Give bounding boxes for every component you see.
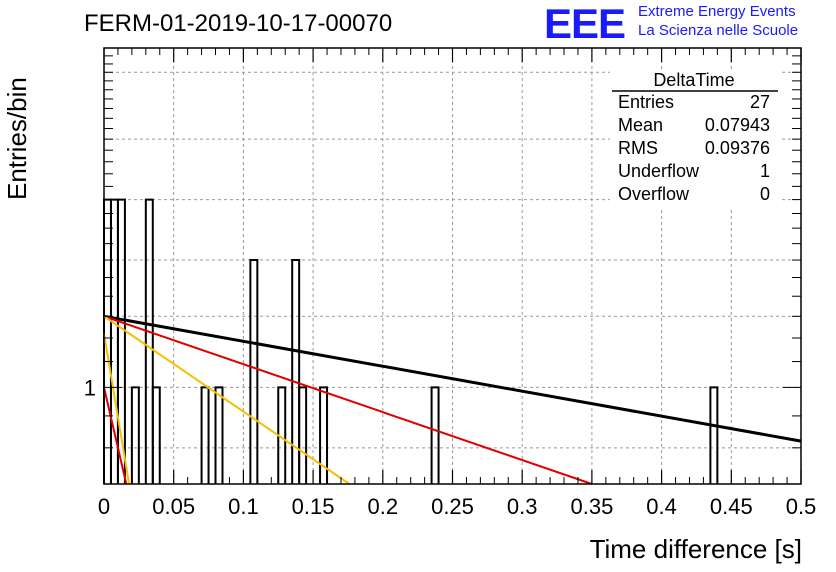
stats-key: Underflow [618, 161, 700, 181]
histogram-bin [249, 259, 259, 484]
fit-line [103, 333, 131, 485]
chart-title: FERM-01-2019-10-17-00070 [84, 10, 393, 37]
histogram-bin [298, 386, 308, 484]
histogram-bin [116, 198, 126, 484]
x-tick-label: 0.5 [786, 494, 817, 519]
x-tick-label: 0.25 [431, 494, 474, 519]
histogram-bin [151, 386, 161, 484]
stats-key: RMS [618, 138, 658, 158]
logo-caption-line2: La Scienza nelle Scuole [638, 22, 799, 39]
axis-ticks [103, 47, 802, 485]
histogram-bin [709, 386, 719, 484]
stats-value: 0 [759, 184, 770, 204]
fit-line [103, 314, 802, 443]
tick-labels: 0 0.05 0.1 0.15 0.2 0.25 0.3 0.35 0.4 0.45 0.5 1 [84, 375, 817, 519]
stats-title: DeltaTime [653, 70, 735, 90]
x-tick-label: 0.05 [152, 494, 195, 519]
histogram-bin [144, 198, 154, 484]
fit-line [103, 387, 128, 485]
histogram-bin [130, 386, 140, 484]
stats-row-entries: Entries 27 [618, 92, 770, 114]
histogram-bin [214, 386, 224, 484]
logo-caption: Extreme Energy Events La Scienza nelle S… [638, 2, 798, 40]
histogram-bin [319, 386, 329, 484]
x-axis-label: Time difference [s] [589, 534, 802, 564]
x-tick-label: 0.15 [292, 494, 335, 519]
x-tick-label: 0.3 [507, 494, 538, 519]
x-tick-label: 0 [98, 494, 110, 519]
histogram-bin [291, 259, 301, 484]
stats-value: 1 [759, 161, 770, 181]
fit-line [103, 315, 350, 485]
stats-row-overflow: Overflow 0 [618, 184, 770, 206]
stats-key: Overflow [618, 184, 690, 204]
histogram-bins [103, 198, 719, 484]
x-tick-label: 0.2 [368, 494, 399, 519]
y-tick-label: 1 [84, 375, 96, 400]
histogram-bin [430, 386, 440, 484]
x-tick-label: 0.45 [710, 494, 753, 519]
stats-key: Entries [618, 92, 675, 112]
eee-logo: EEE [544, 0, 626, 47]
stats-key: Mean [618, 115, 664, 135]
x-tick-label: 0.35 [570, 494, 613, 519]
stats-box [610, 70, 780, 210]
stats-value: 27 [749, 92, 770, 112]
stats-value: 0.07943 [704, 115, 770, 135]
x-tick-label: 0.1 [228, 494, 259, 519]
logo-caption-line1: Extreme Energy Events [638, 3, 796, 20]
x-tick-label: 0.4 [646, 494, 677, 519]
stats-row-rms: RMS 0.09376 [618, 138, 770, 160]
y-axis-label: Entries/bin [2, 77, 32, 200]
stats-row-underflow: Underflow 1 [618, 161, 770, 183]
stats-row-mean: Mean 0.07943 [618, 115, 770, 137]
fit-line [103, 315, 593, 485]
stats-value: 0.09376 [704, 138, 770, 158]
fit-curves [103, 314, 802, 485]
histogram-bin [200, 386, 210, 484]
